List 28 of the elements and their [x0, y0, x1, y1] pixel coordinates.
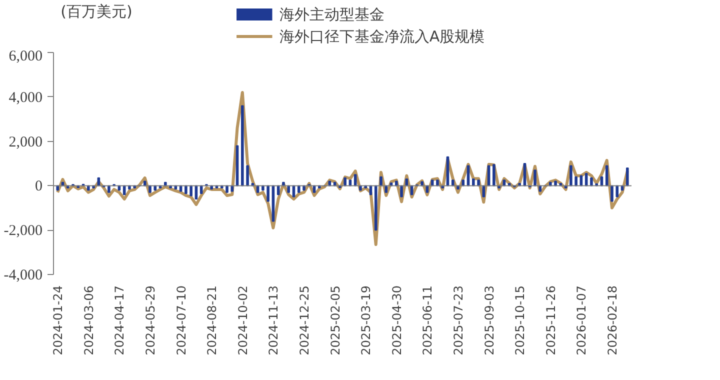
x-tick-label: 2024-03-06 [82, 285, 96, 356]
x-tick-label: 2024-05-29 [144, 285, 158, 356]
x-tick-label: 2024-12-25 [298, 285, 312, 356]
y-tick-label: 0 [35, 178, 42, 195]
y-tick-label: -4,000 [4, 268, 43, 284]
x-tick-label: 2026-02-18 [605, 285, 620, 356]
y-tick-label: 6,000 [8, 48, 42, 64]
y-tick-label: -2,000 [4, 223, 43, 240]
x-tick-label: 2025-07-23 [451, 285, 466, 356]
x-tick-label: 2024-01-24 [51, 285, 66, 356]
x-tick-label: 2025-04-30 [390, 285, 404, 356]
x-tick-label: 2025-09-03 [482, 285, 496, 356]
x-tick-label: 2025-02-05 [328, 285, 342, 356]
x-tick-label: 2024-10-02 [236, 285, 250, 356]
x-tick-label: 2024-11-13 [266, 285, 281, 356]
x-tick-label: 2024-04-17 [112, 285, 127, 356]
x-tick-label: 2025-11-26 [544, 285, 558, 356]
x-tick-label: 2025-10-15 [513, 285, 528, 356]
x-tick-label: 2026-01-07 [574, 285, 589, 356]
y-tick-label: 4,000 [8, 90, 42, 106]
x-tick-label: 2025-03-19 [359, 285, 374, 356]
x-tick-label: 2024-07-10 [174, 285, 188, 356]
x-tick-label: 2025-06-11 [420, 285, 435, 356]
y-tick-label: 2,000 [8, 134, 42, 150]
legend-label: 海外口径下基金净流入A股规模 [279, 28, 485, 46]
y-axis-title: (百万美元) [60, 2, 132, 20]
legend-label: 海外主动型基金 [279, 6, 384, 24]
x-tick-label: 2024-08-21 [205, 285, 220, 356]
